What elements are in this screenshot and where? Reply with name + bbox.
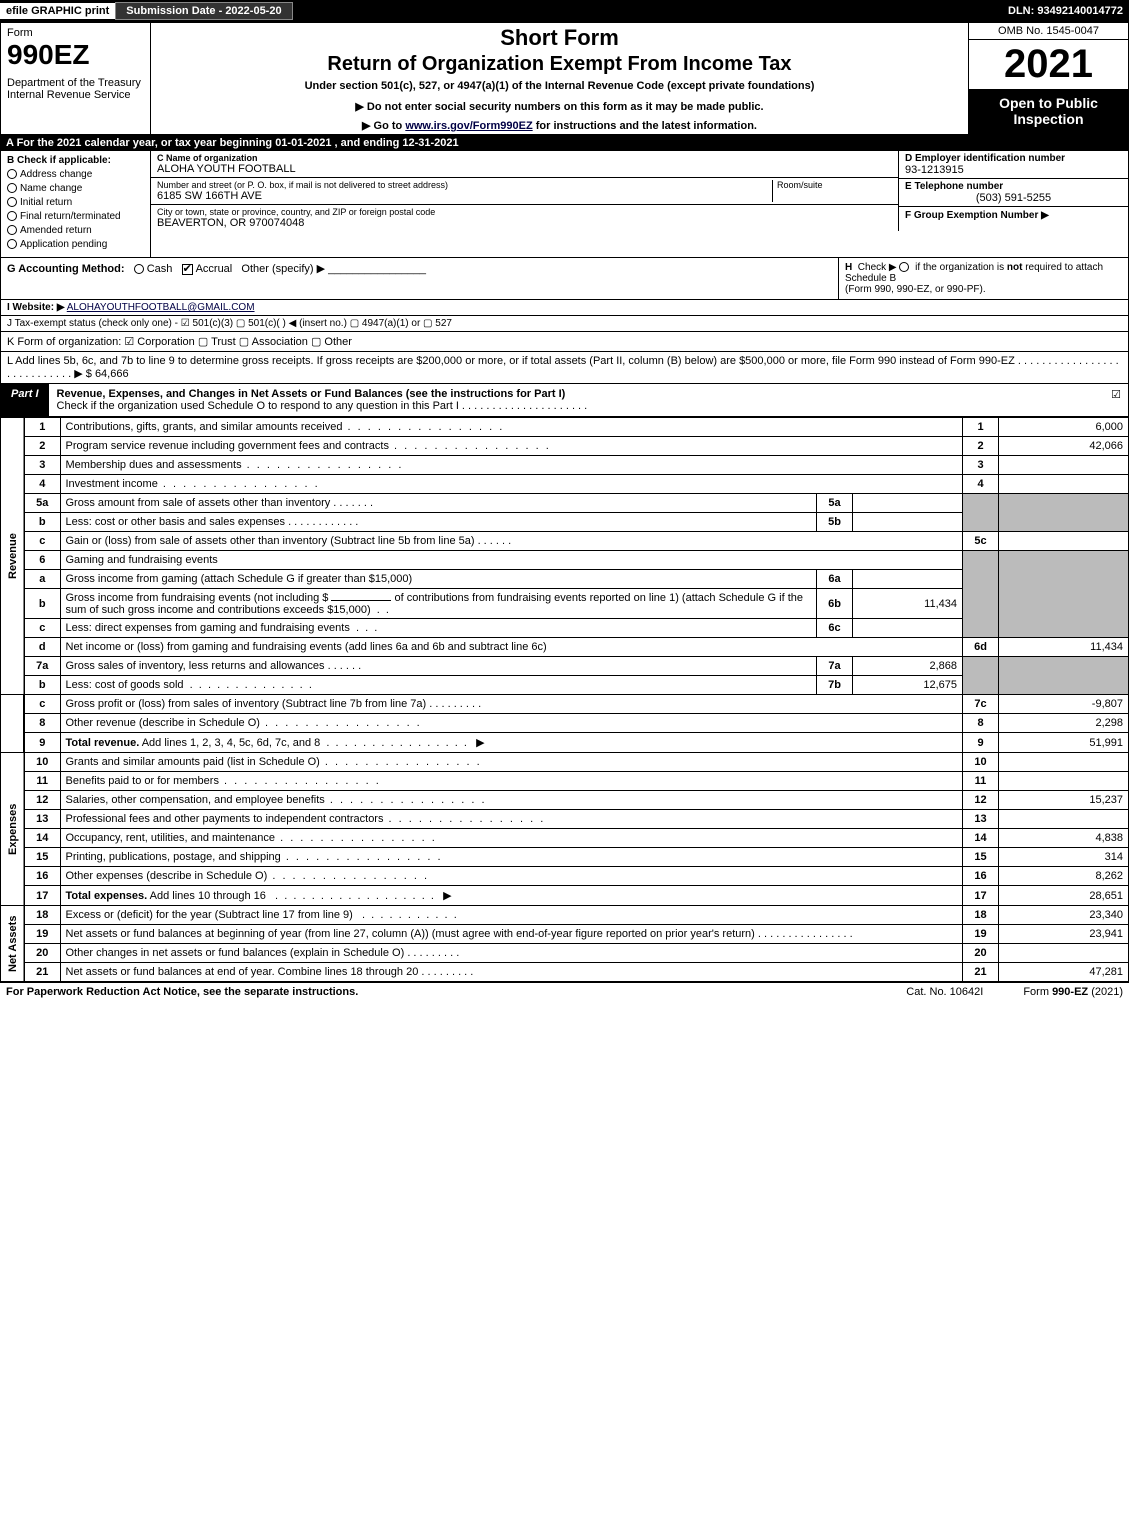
telephone: (503) 591-5255 <box>905 192 1122 204</box>
form-number: 990EZ <box>7 39 144 71</box>
ein: 93-1213915 <box>905 164 1122 176</box>
title-short-form: Short Form <box>157 25 962 51</box>
row-h: H Check ▶ if the organization is not req… <box>838 258 1128 299</box>
box-b-title: B Check if applicable: <box>7 155 144 166</box>
check-initial-return[interactable] <box>7 197 17 207</box>
omb-number: OMB No. 1545-0047 <box>969 23 1128 40</box>
check-name-change[interactable] <box>7 183 17 193</box>
city-state-zip: BEAVERTON, OR 970074048 <box>157 217 892 229</box>
row-i: I Website: ▶ ALOHAYOUTHFOOTBALL@GMAIL.CO… <box>0 300 1129 316</box>
footer-cat: Cat. No. 10642I <box>906 986 983 998</box>
revenue-table: Revenue 1Contributions, gifts, grants, a… <box>0 417 1129 982</box>
footer-paperwork: For Paperwork Reduction Act Notice, see … <box>6 986 906 998</box>
part-1-title: Revenue, Expenses, and Changes in Net As… <box>49 384 1104 416</box>
side-revenue: Revenue <box>1 418 25 695</box>
box-city: City or town, state or province, country… <box>151 205 898 231</box>
room-suite-label: Room/suite <box>772 180 892 202</box>
section-g-h: G Accounting Method: Cash Accrual Other … <box>0 258 1129 300</box>
irs-link[interactable]: www.irs.gov/Form990EZ <box>405 120 532 132</box>
check-amended-return[interactable] <box>7 225 17 235</box>
check-final-return[interactable] <box>7 211 17 221</box>
row-j: J Tax-exempt status (check only one) - ☑… <box>0 316 1129 332</box>
box-e: E Telephone number (503) 591-5255 <box>899 179 1128 207</box>
col-d-e-f: D Employer identification number 93-1213… <box>898 151 1128 231</box>
box-f-label: F Group Exemption Number ▶ <box>905 210 1049 221</box>
notice-website: ▶ Go to www.irs.gov/Form990EZ for instru… <box>157 119 962 132</box>
dln: DLN: 93492140014772 <box>1008 5 1129 17</box>
box-e-label: E Telephone number <box>905 181 1122 192</box>
footer: For Paperwork Reduction Act Notice, see … <box>0 982 1129 1001</box>
gross-receipts: $ 64,666 <box>86 368 129 380</box>
line-1-val: 6,000 <box>999 418 1129 437</box>
footer-form: Form 990-EZ (2021) <box>1023 986 1123 998</box>
part-1-check[interactable]: ☑ <box>1104 384 1128 416</box>
col-c-to-f: C Name of organization ALOHA YOUTH FOOTB… <box>151 151 1128 257</box>
h-text1: H Check ▶ if the organization is not req… <box>845 262 1122 284</box>
radio-cash[interactable] <box>134 264 144 274</box>
header-center: Short Form Return of Organization Exempt… <box>151 23 968 134</box>
box-f: F Group Exemption Number ▶ <box>899 207 1128 223</box>
tax-year: 2021 <box>969 40 1128 89</box>
website-value[interactable]: ALOHAYOUTHFOOTBALL@GMAIL.COM <box>67 302 255 313</box>
header-left: Form 990EZ Department of the Treasury In… <box>1 23 151 134</box>
part-1-label: Part I <box>1 384 49 416</box>
check-schedule-b[interactable] <box>899 262 909 272</box>
check-application-pending[interactable] <box>7 239 17 249</box>
check-accrual[interactable] <box>182 264 193 275</box>
efile-label: efile GRAPHIC print <box>0 3 115 19</box>
part-1-header: Part I Revenue, Expenses, and Changes in… <box>0 384 1129 417</box>
check-address-change[interactable] <box>7 169 17 179</box>
row-k: K Form of organization: ☑ Corporation ▢ … <box>0 332 1129 352</box>
box-d-label: D Employer identification number <box>905 153 1122 164</box>
h-text2: (Form 990, 990-EZ, or 990-PF). <box>845 284 1122 295</box>
row-l: L Add lines 5b, 6c, and 7b to line 9 to … <box>0 352 1129 384</box>
box-b: B Check if applicable: Address change Na… <box>1 151 151 257</box>
row-g: G Accounting Method: Cash Accrual Other … <box>1 258 838 299</box>
street-address: 6185 SW 166TH AVE <box>157 190 772 202</box>
submission-date: Submission Date - 2022-05-20 <box>115 2 292 20</box>
title-return: Return of Organization Exempt From Incom… <box>157 53 962 76</box>
header-right: OMB No. 1545-0047 2021 Open to Public In… <box>968 23 1128 134</box>
side-net-assets: Net Assets <box>1 906 25 982</box>
org-name: ALOHA YOUTH FOOTBALL <box>157 163 892 175</box>
row-a-tax-year: A For the 2021 calendar year, or tax yea… <box>0 135 1129 151</box>
box-d: D Employer identification number 93-1213… <box>899 151 1128 179</box>
form-word: Form <box>7 27 144 39</box>
box-address: Number and street (or P. O. box, if mail… <box>151 178 898 205</box>
form-header: Form 990EZ Department of the Treasury In… <box>0 22 1129 135</box>
notice-ssn: ▶ Do not enter social security numbers o… <box>157 100 962 113</box>
open-to-public: Open to Public Inspection <box>969 89 1128 134</box>
section-b-to-f: B Check if applicable: Address change Na… <box>0 151 1129 258</box>
dept: Department of the Treasury Internal Reve… <box>7 77 144 101</box>
g-label: G Accounting Method: <box>7 263 125 275</box>
subtitle: Under section 501(c), 527, or 4947(a)(1)… <box>157 80 962 92</box>
addr-label: Number and street (or P. O. box, if mail… <box>157 180 772 190</box>
side-expenses: Expenses <box>1 753 25 906</box>
city-label: City or town, state or province, country… <box>157 207 892 217</box>
box-c: C Name of organization ALOHA YOUTH FOOTB… <box>151 151 898 178</box>
box-c-label: C Name of organization <box>157 153 892 163</box>
top-bar: efile GRAPHIC print Submission Date - 20… <box>0 0 1129 22</box>
